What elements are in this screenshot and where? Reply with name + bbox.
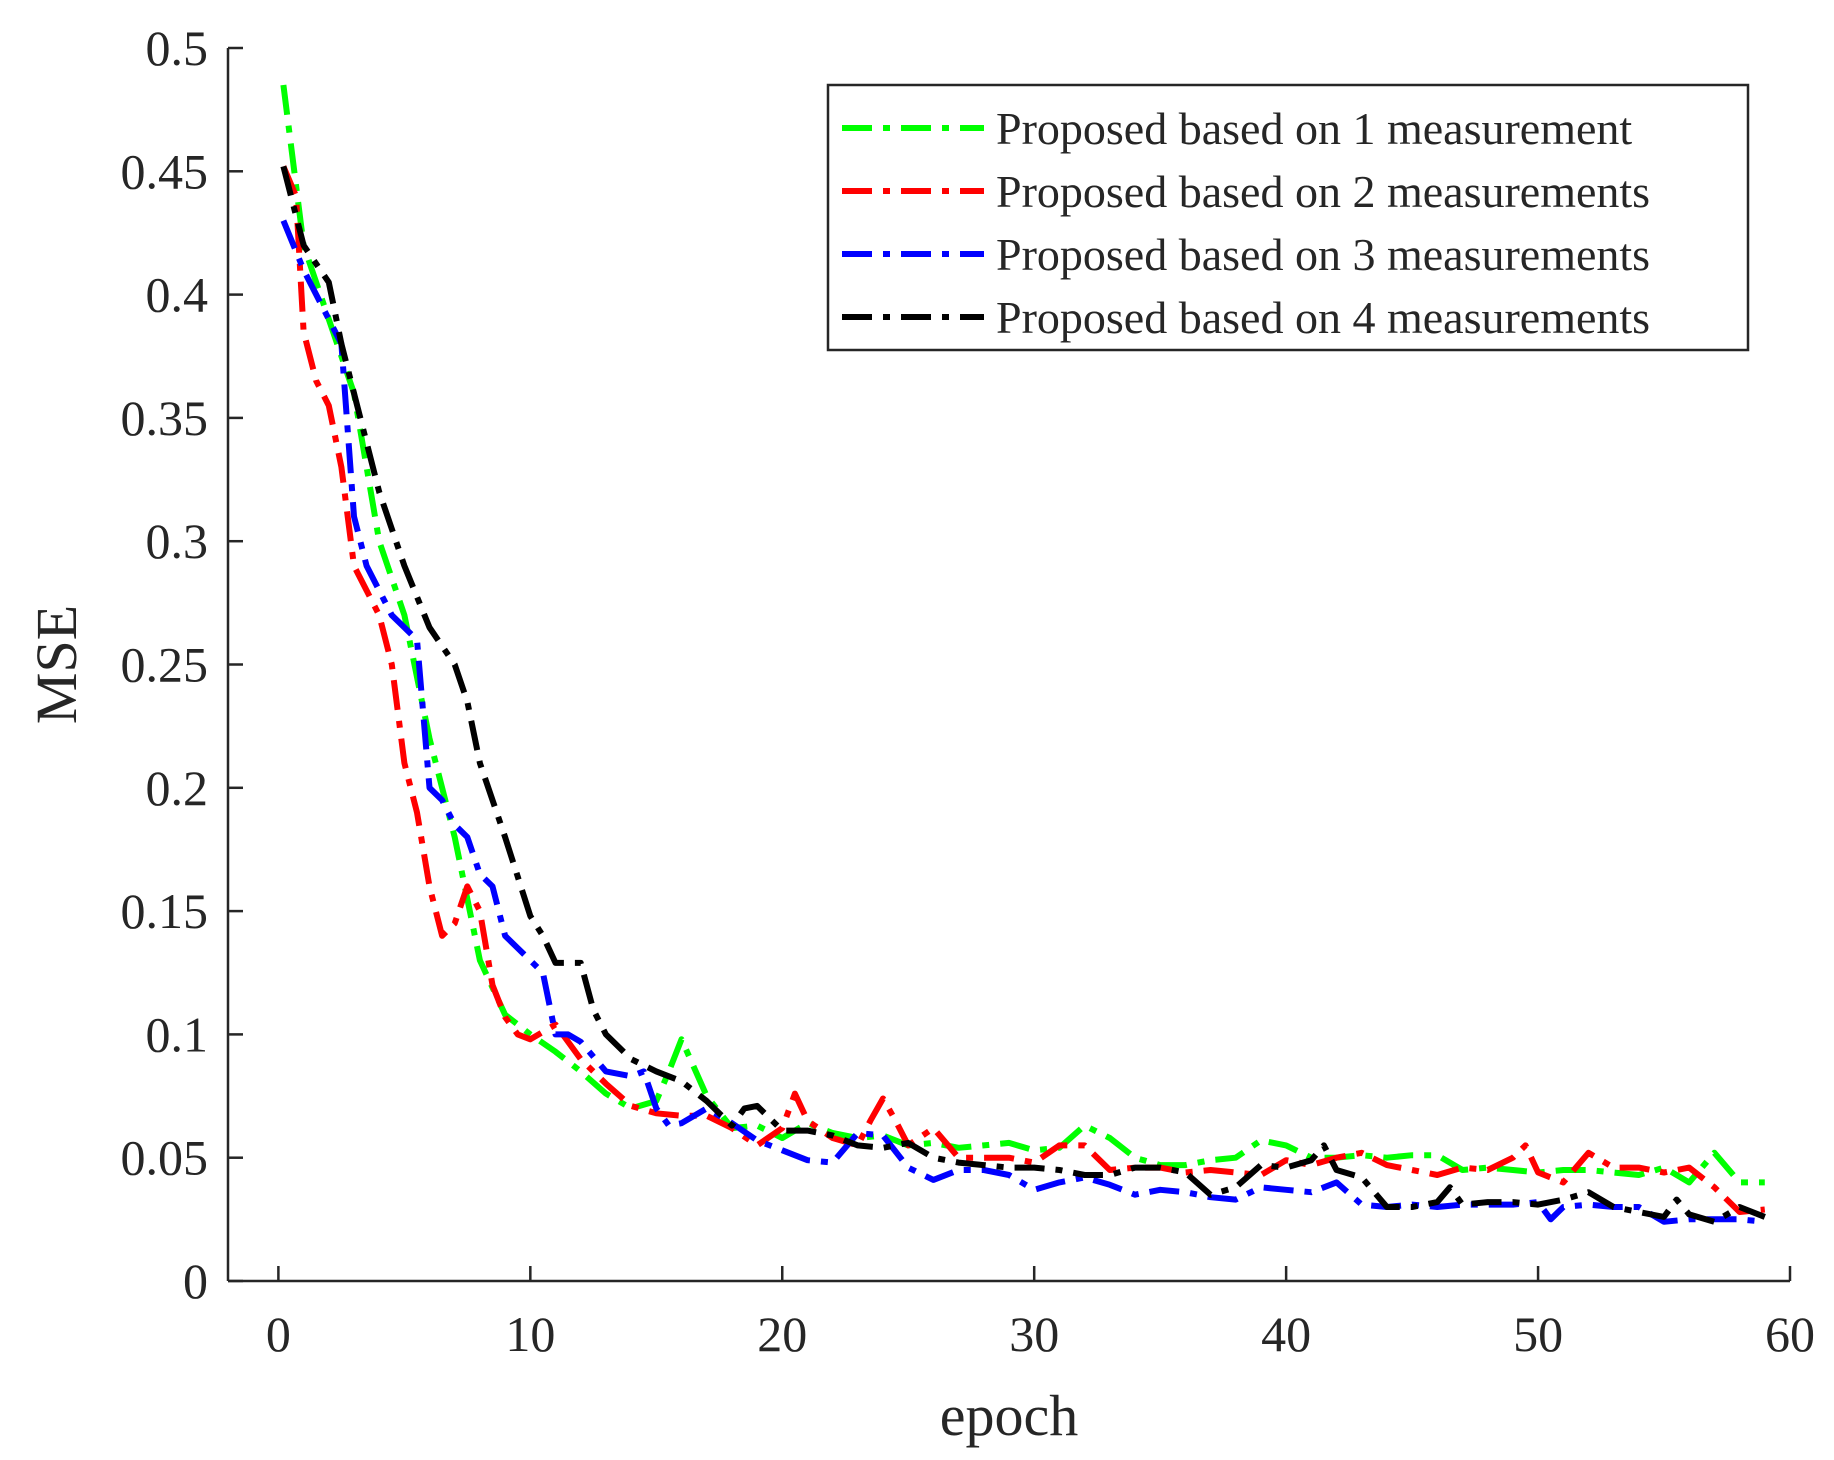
ticks: 0 10 20 30 40 50 60 0 0.05 0.1 0.15 0.2 0.25 0.3 0.35 0… xyxy=(121,20,1816,1362)
x-tick-label: 60 xyxy=(1765,1306,1815,1362)
y-tick-label: 0 xyxy=(183,1253,208,1309)
y-tick-label: 0.45 xyxy=(121,143,209,199)
x-tick-label: 10 xyxy=(505,1306,555,1362)
series-line-4 xyxy=(280,165,1766,1225)
series-line-1 xyxy=(280,84,1765,1186)
y-tick-label: 0.15 xyxy=(121,883,209,939)
y-tick-label: 0.35 xyxy=(121,390,209,446)
y-tick-label: 0.5 xyxy=(146,20,209,76)
y-tick-label: 0.4 xyxy=(146,267,209,323)
x-tick-label: 0 xyxy=(266,1306,291,1362)
y-tick-label: 0.3 xyxy=(146,513,209,569)
plot-lines xyxy=(280,84,1766,1225)
x-tick-label: 20 xyxy=(757,1306,807,1362)
y-tick-label: 0.25 xyxy=(121,637,209,693)
x-tick-label: 40 xyxy=(1261,1306,1311,1362)
series-line-2 xyxy=(280,165,1766,1215)
legend-label-4: Proposed based on 4 measurements xyxy=(996,292,1650,343)
x-tick-label: 30 xyxy=(1009,1306,1059,1362)
y-tick-label: 0.2 xyxy=(146,760,209,816)
y-tick-label: 0.1 xyxy=(146,1006,209,1062)
legend-label-2: Proposed based on 2 measurements xyxy=(996,166,1650,217)
y-axis-label: MSE xyxy=(24,605,89,724)
legend: Proposed based on 1 measurement Proposed … xyxy=(826,83,1750,352)
x-axis-label: epoch xyxy=(940,1383,1079,1448)
legend-label-1: Proposed based on 1 measurement xyxy=(996,103,1632,154)
legend-label-3: Proposed based on 3 measurements xyxy=(996,229,1650,280)
y-tick-label: 0.05 xyxy=(121,1130,209,1186)
x-tick-label: 50 xyxy=(1513,1306,1563,1362)
